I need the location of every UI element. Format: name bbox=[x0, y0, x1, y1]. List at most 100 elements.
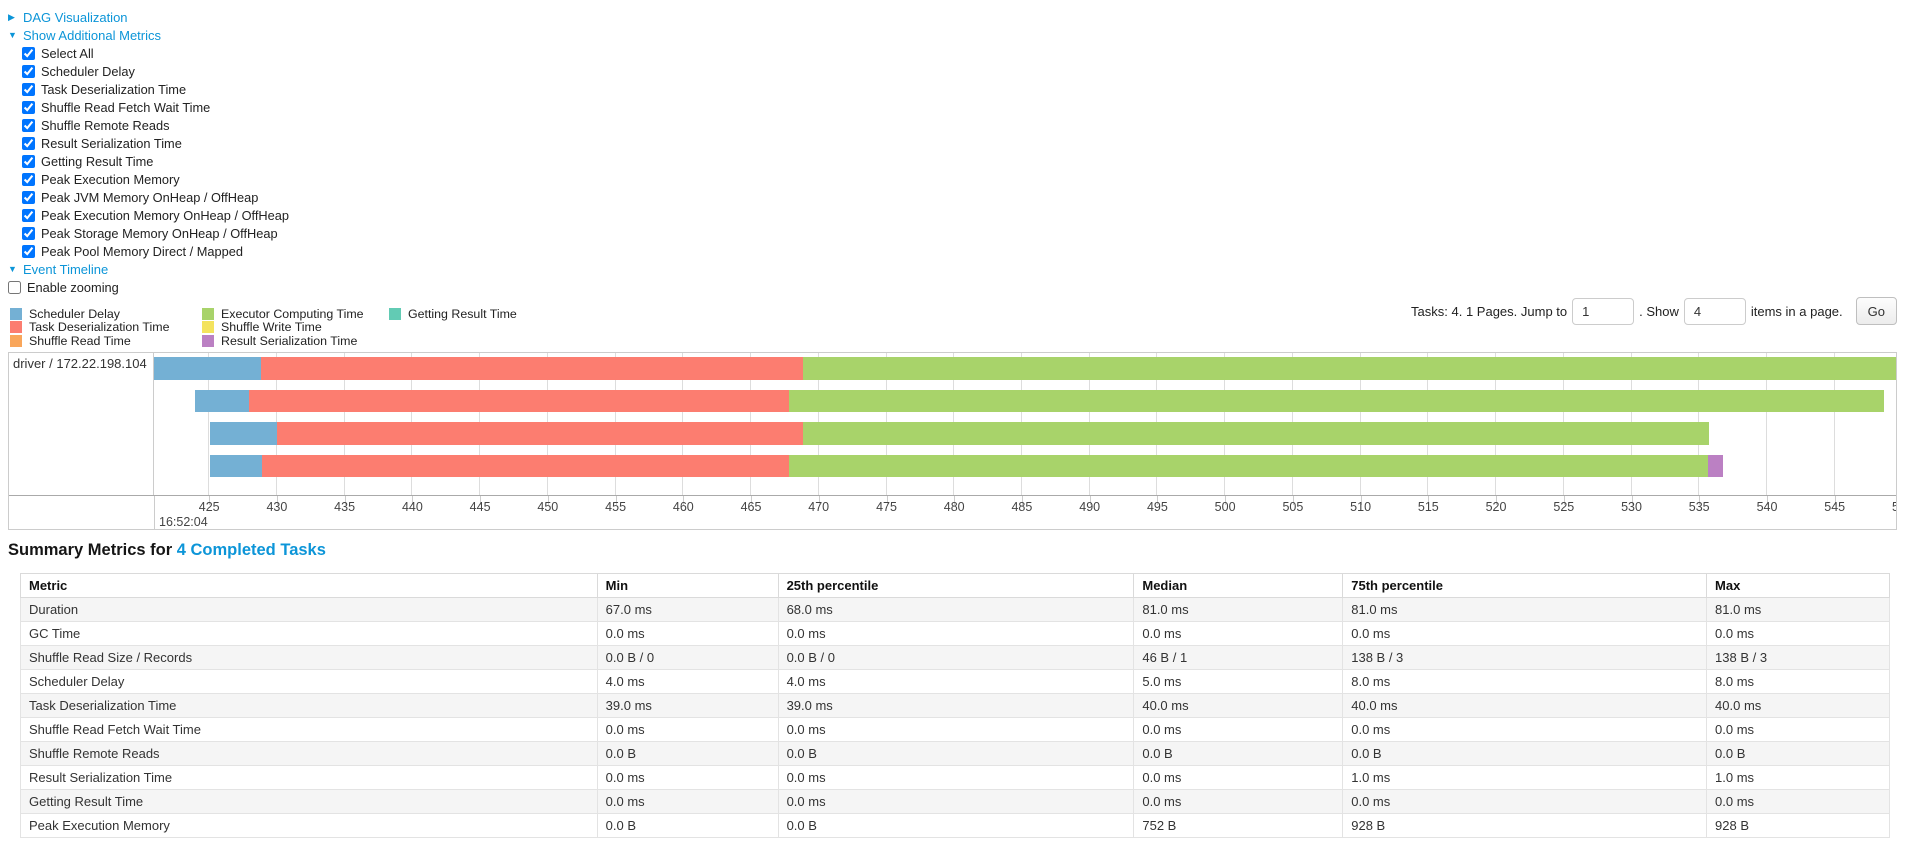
tick-label: 455 bbox=[605, 500, 627, 514]
metric-checkbox[interactable] bbox=[22, 244, 35, 258]
summary-table-body: Duration 67.0 ms 68.0 ms 81.0 ms 81.0 ms 81.0… bbox=[20, 597, 1890, 838]
tick-label: 440 bbox=[401, 500, 423, 514]
tick-label: 445 bbox=[469, 500, 491, 514]
table-row: Shuffle Read Size / Records 0.0 B / 0 0.0 … bbox=[20, 645, 1890, 670]
metric-checkbox-label: Getting Result Time bbox=[41, 153, 154, 169]
task-bar-segment-deser[interactable] bbox=[248, 389, 790, 412]
metric-checkbox-item[interactable]: Peak Storage Memory OnHeap / OffHeap bbox=[22, 224, 289, 242]
legend-label: Shuffle Read Time bbox=[29, 333, 131, 348]
metric-checkbox-label: Shuffle Read Fetch Wait Time bbox=[41, 99, 211, 115]
table-cell: 0.0 ms bbox=[777, 789, 1135, 814]
legend-item: Getting Result Time bbox=[389, 307, 517, 321]
tick-mark bbox=[1699, 496, 1701, 505]
table-cell: 0.0 B bbox=[1706, 741, 1890, 766]
table-row: Peak Execution Memory 0.0 B 0.0 B 752 B 928 … bbox=[20, 813, 1890, 838]
task-bar-segment-scheduler[interactable] bbox=[209, 422, 278, 445]
task-bar-segment-compute[interactable] bbox=[789, 454, 1708, 477]
metric-checkbox-item[interactable]: Task Deserialization Time bbox=[22, 80, 289, 98]
task-bar-segment-compute[interactable] bbox=[802, 357, 1896, 380]
table-cell: Task Deserialization Time bbox=[20, 693, 598, 718]
items-per-page-input[interactable] bbox=[1683, 297, 1746, 325]
table-cell: 1.0 ms bbox=[1342, 765, 1708, 790]
metric-checkbox[interactable] bbox=[22, 154, 35, 168]
tick-label: 545 bbox=[1824, 500, 1846, 514]
tick-mark bbox=[954, 496, 956, 505]
metric-checkbox-label: Task Deserialization Time bbox=[41, 81, 187, 97]
tick-mark bbox=[751, 496, 752, 505]
table-header-cell: Min bbox=[596, 573, 779, 598]
metric-checkbox[interactable] bbox=[22, 226, 35, 240]
task-bar-segment-deser[interactable] bbox=[277, 422, 803, 445]
table-cell: 928 B bbox=[1706, 813, 1890, 838]
metric-checkbox-item[interactable]: Peak Execution Memory OnHeap / OffHeap bbox=[22, 206, 289, 224]
metric-checkbox[interactable] bbox=[22, 64, 35, 78]
task-bar-segment-scheduler[interactable] bbox=[154, 357, 261, 380]
task-bar-segment-scheduler[interactable] bbox=[209, 454, 263, 477]
enable-zooming-checkbox[interactable] bbox=[8, 280, 21, 294]
event-timeline-chart: driver / 172.22.198.104 16:52:04 425 430 4… bbox=[8, 352, 1897, 530]
metric-checkbox-item[interactable]: Getting Result Time bbox=[22, 152, 289, 170]
task-bar-segment-compute[interactable] bbox=[789, 389, 1884, 412]
pagination-show-text: . Show bbox=[1639, 303, 1679, 319]
getting_result-swatch bbox=[389, 307, 401, 320]
table-cell: Result Serialization Time bbox=[20, 765, 598, 790]
tick-label: 495 bbox=[1146, 500, 1168, 514]
scheduler-swatch bbox=[10, 307, 22, 320]
task-bar-segment-compute[interactable] bbox=[802, 422, 1709, 445]
metric-checkbox-item[interactable]: Result Serialization Time bbox=[22, 134, 289, 152]
metric-checkbox-label: Peak JVM Memory OnHeap / OffHeap bbox=[41, 189, 259, 205]
metric-checkbox-item[interactable]: Shuffle Remote Reads bbox=[22, 116, 289, 134]
metric-checkbox[interactable] bbox=[22, 118, 35, 132]
tick-label: 450 bbox=[537, 500, 559, 514]
table-cell: 0.0 ms bbox=[777, 621, 1135, 646]
table-cell: 67.0 ms bbox=[596, 597, 779, 622]
metric-checkbox-label: Scheduler Delay bbox=[41, 63, 135, 79]
event-timeline-toggle[interactable]: ▼ Event Timeline bbox=[8, 260, 289, 278]
chevron-down-icon: ▼ bbox=[8, 264, 17, 274]
metric-checkbox[interactable] bbox=[22, 208, 35, 222]
metric-checkbox-label: Peak Execution Memory bbox=[41, 171, 180, 187]
table-cell: 0.0 ms bbox=[1133, 717, 1344, 742]
dag-visualization-toggle[interactable]: ▶ DAG Visualization bbox=[8, 8, 289, 26]
metric-checkbox[interactable] bbox=[22, 46, 35, 60]
table-cell: 4.0 ms bbox=[596, 669, 779, 694]
dag-visualization-label: DAG Visualization bbox=[23, 9, 128, 25]
metric-checkbox[interactable] bbox=[22, 172, 35, 186]
metric-checkbox[interactable] bbox=[22, 136, 35, 150]
task-bar-segment-scheduler[interactable] bbox=[194, 389, 249, 412]
metric-checkbox-item[interactable]: Peak Pool Memory Direct / Mapped bbox=[22, 242, 289, 260]
show-additional-metrics-toggle[interactable]: ▼ Show Additional Metrics bbox=[8, 26, 289, 44]
legend-label: Result Serialization Time bbox=[221, 333, 358, 348]
pagination-items-text: items in a page. bbox=[1750, 303, 1843, 319]
metric-checkbox[interactable] bbox=[22, 82, 35, 96]
metric-checkbox-item[interactable]: Select All bbox=[22, 44, 289, 62]
table-cell: 0.0 ms bbox=[777, 717, 1135, 742]
table-cell: Shuffle Read Size / Records bbox=[20, 645, 598, 670]
table-cell: 0.0 B bbox=[777, 741, 1135, 766]
table-cell: 0.0 B bbox=[1342, 741, 1708, 766]
summary-metrics-table: Metric Min 25th percentile Median 75th perce… bbox=[20, 573, 1890, 838]
task-bar-segment-deser[interactable] bbox=[261, 357, 803, 380]
enable-zooming-row[interactable]: Enable zooming bbox=[8, 278, 289, 296]
metric-checkbox-label: Result Serialization Time bbox=[41, 135, 182, 151]
table-cell: 752 B bbox=[1133, 813, 1344, 838]
tick-mark bbox=[276, 496, 278, 505]
metric-checkbox-item[interactable]: Shuffle Read Fetch Wait Time bbox=[22, 98, 289, 116]
metric-checkbox[interactable] bbox=[22, 100, 35, 114]
metric-checkbox-item[interactable]: Scheduler Delay bbox=[22, 62, 289, 80]
metric-checkbox-item[interactable]: Peak Execution Memory bbox=[22, 170, 289, 188]
table-cell: Shuffle Read Fetch Wait Time bbox=[20, 717, 598, 742]
table-header-cell: Metric bbox=[20, 573, 598, 598]
jump-to-page-input[interactable] bbox=[1572, 297, 1635, 325]
go-button[interactable]: Go bbox=[1855, 297, 1897, 325]
metric-checkbox[interactable] bbox=[22, 190, 35, 204]
table-cell: 40.0 ms bbox=[1133, 693, 1344, 718]
metric-checkbox-item[interactable]: Peak JVM Memory OnHeap / OffHeap bbox=[22, 188, 289, 206]
tick-mark bbox=[1496, 496, 1497, 505]
table-cell: 0.0 ms bbox=[596, 789, 779, 814]
task-bar-segment-deser[interactable] bbox=[262, 454, 790, 477]
table-header-cell: 75th percentile bbox=[1342, 573, 1708, 598]
enable-zooming-label: Enable zooming bbox=[27, 279, 119, 295]
task-bar-segment-result_ser[interactable] bbox=[1707, 454, 1723, 477]
completed-tasks-link[interactable]: 4 Completed Tasks bbox=[176, 541, 326, 559]
